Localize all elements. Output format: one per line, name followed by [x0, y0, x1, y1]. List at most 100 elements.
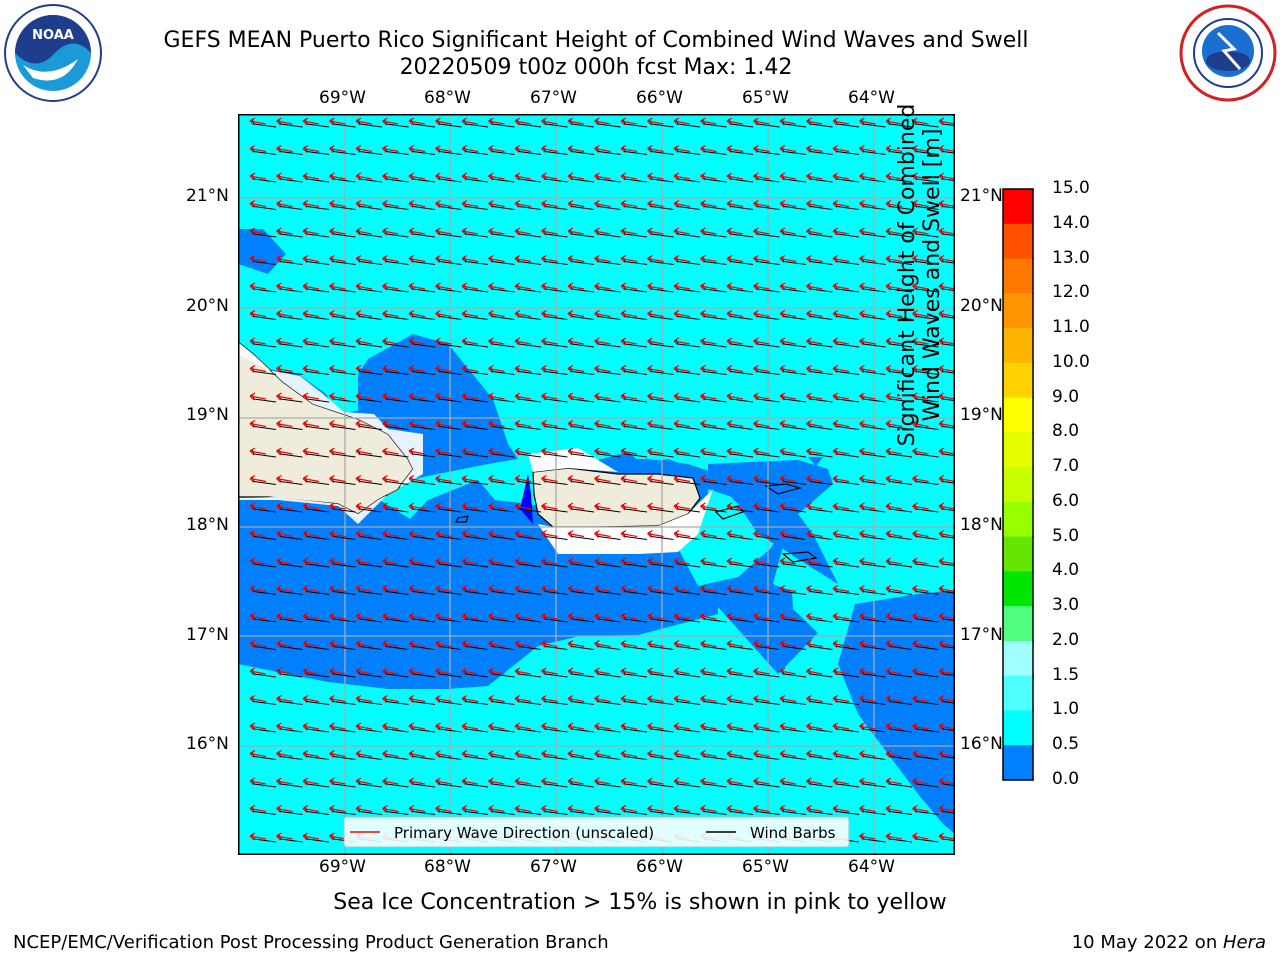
wave-direction-arrow [276, 749, 293, 758]
wave-direction-arrow [488, 557, 505, 566]
wave-direction-arrow [620, 282, 638, 291]
wave-direction-arrow [859, 502, 876, 511]
wave-direction-arrow [594, 749, 611, 758]
colorbar-tick-label: 1.5 [1052, 664, 1080, 685]
wave-direction-arrow [673, 144, 691, 153]
wave-direction-arrow [408, 474, 426, 483]
wave-direction-arrow [514, 777, 532, 786]
wave-direction-arrow [647, 667, 664, 676]
lon-label-bottom-68w: 68°W [424, 857, 471, 877]
lat-label-right-17n: 17°N [960, 625, 1003, 645]
wave-direction-arrow [885, 172, 903, 181]
wave-direction-arrow [806, 117, 823, 126]
wave-direction-arrow [382, 144, 399, 153]
wave-direction-arrow [620, 694, 638, 703]
wave-direction-arrow [382, 804, 399, 813]
wave-direction-arrow [726, 364, 744, 373]
wave-direction-arrow [885, 254, 903, 263]
wave-direction-arrow [276, 722, 293, 731]
wave-direction-arrow [514, 199, 532, 208]
wave-direction-arrow [859, 337, 876, 346]
wave-direction-arrow [355, 309, 373, 318]
wave-direction-arrow [779, 804, 797, 813]
lon-label-bottom-69w: 69°W [319, 857, 366, 877]
wave-direction-arrow [726, 392, 744, 401]
wave-direction-arrow [832, 254, 850, 263]
wave-direction-arrow [885, 144, 903, 153]
wave-direction-arrow [700, 447, 717, 456]
wave-direction-arrow [726, 749, 744, 758]
wave-direction-arrow [779, 227, 797, 236]
wave-direction-arrow [885, 749, 903, 758]
wave-direction-arrow [620, 172, 638, 181]
wave-direction-arrow [541, 282, 558, 291]
wave-direction-arrow [514, 254, 532, 263]
wave-direction-arrow [541, 694, 558, 703]
wave-direction-arrow [249, 584, 267, 593]
wave-direction-arrow [912, 529, 929, 538]
wave-direction-arrow [700, 722, 717, 731]
wave-direction-arrow [938, 777, 955, 786]
wave-direction-arrow [435, 364, 452, 373]
wave-direction-arrow [249, 144, 267, 153]
wave-direction-arrow [302, 612, 320, 621]
wave-direction-arrow [885, 557, 903, 566]
colorbar-segment [1003, 362, 1033, 399]
wave-direction-arrow [726, 199, 744, 208]
wave-direction-arrow [461, 584, 479, 593]
wave-direction-arrow [938, 557, 955, 566]
wave-direction-arrow [832, 309, 850, 318]
wave-direction-arrow [673, 749, 691, 758]
wave-direction-arrow [329, 694, 346, 703]
wave-direction-arrow [514, 667, 532, 676]
wave-direction-arrow [620, 337, 638, 346]
wave-direction-arrow [488, 584, 505, 593]
wave-direction-arrow [938, 254, 955, 263]
wave-direction-arrow [594, 282, 611, 291]
wave-direction-arrow [832, 777, 850, 786]
wave-direction-arrow [355, 722, 373, 731]
wave-direction-arrow [938, 392, 955, 401]
wave-direction-arrow [408, 447, 426, 456]
wave-direction-arrow [938, 199, 955, 208]
wave-direction-arrow [620, 667, 638, 676]
colorbar-title-line1: Significant Height of Combined [895, 103, 920, 447]
footer-right: 10 May 2022 on Hera [1072, 932, 1266, 953]
wave-direction-arrow [408, 254, 426, 263]
wave-direction-arrow [753, 172, 770, 181]
wave-direction-arrow [938, 309, 955, 318]
wave-direction-arrow [885, 337, 903, 346]
wave-direction-arrow [832, 144, 850, 153]
wave-direction-arrow [700, 529, 717, 538]
lon-label-top-66w: 66°W [636, 88, 683, 108]
wave-direction-arrow [700, 804, 717, 813]
wave-direction-arrow [594, 254, 611, 263]
wave-direction-arrow [779, 557, 797, 566]
wave-direction-arrow [382, 447, 399, 456]
colorbar-tick-label: 9.0 [1052, 386, 1080, 407]
wave-direction-arrow [673, 474, 691, 483]
wave-direction-arrow [408, 419, 426, 428]
wave-direction-arrow [885, 199, 903, 208]
wave-direction-arrow [541, 337, 558, 346]
wave-direction-arrow [859, 172, 876, 181]
wave-direction-arrow [435, 282, 452, 291]
wave-direction-arrow [567, 557, 585, 566]
wave-direction-arrow [541, 804, 558, 813]
wave-direction-arrow [567, 777, 585, 786]
wave-direction-arrow [938, 419, 955, 428]
wave-direction-arrow [329, 832, 346, 841]
wave-direction-arrow [514, 722, 532, 731]
wave-direction-arrow [859, 722, 876, 731]
wave-direction-arrow [594, 804, 611, 813]
wave-direction-arrow [435, 419, 452, 428]
wave-direction-arrow [832, 749, 850, 758]
wave-direction-arrow [779, 309, 797, 318]
wave-direction-arrow [302, 254, 320, 263]
wave-direction-arrow [673, 364, 691, 373]
wave-direction-arrow [514, 117, 532, 126]
wave-direction-arrow [567, 144, 585, 153]
wave-direction-arrow [912, 172, 929, 181]
wave-direction-arrow [885, 667, 903, 676]
wave-direction-arrow [461, 392, 479, 401]
